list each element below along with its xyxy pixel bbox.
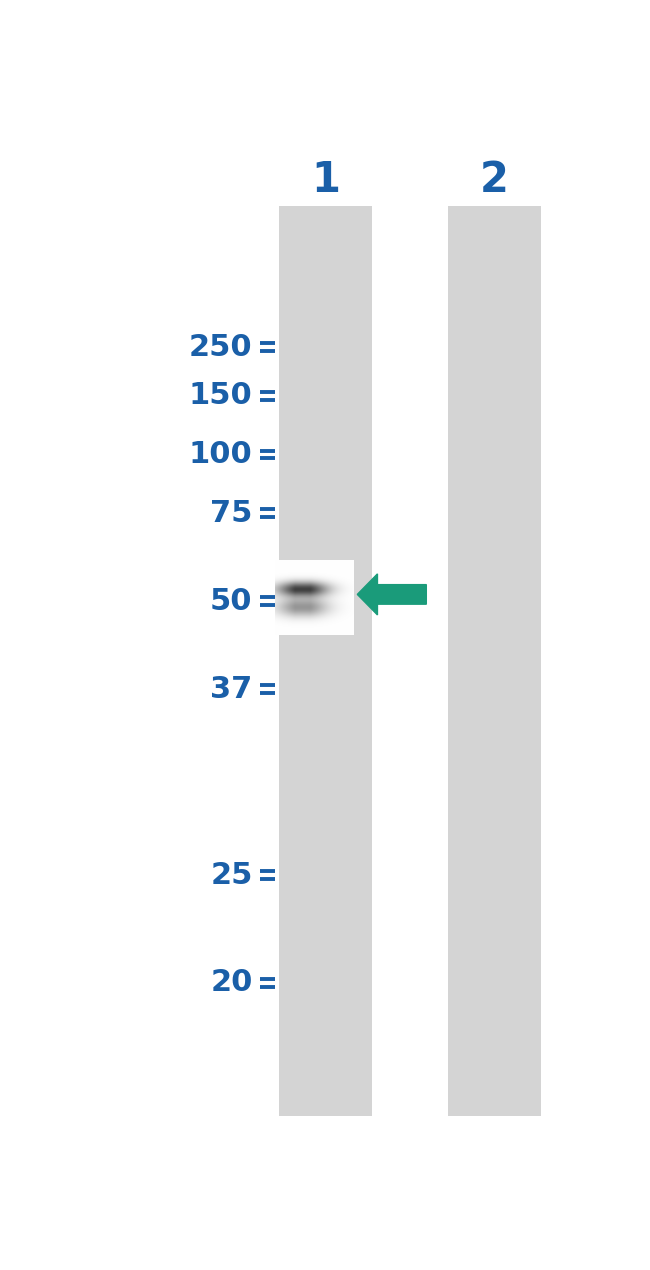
Text: 1: 1 bbox=[311, 159, 340, 201]
Bar bbox=[448, 206, 541, 1115]
Text: 75: 75 bbox=[210, 499, 252, 528]
FancyArrow shape bbox=[358, 574, 426, 615]
Text: 2: 2 bbox=[480, 159, 509, 201]
Text: 150: 150 bbox=[188, 381, 252, 410]
Text: 25: 25 bbox=[210, 861, 252, 889]
Text: 37: 37 bbox=[210, 674, 252, 704]
Bar bbox=[279, 206, 372, 1115]
Text: 50: 50 bbox=[210, 587, 252, 616]
Text: 20: 20 bbox=[210, 968, 252, 997]
Text: 250: 250 bbox=[189, 333, 252, 362]
Text: 100: 100 bbox=[188, 441, 252, 469]
